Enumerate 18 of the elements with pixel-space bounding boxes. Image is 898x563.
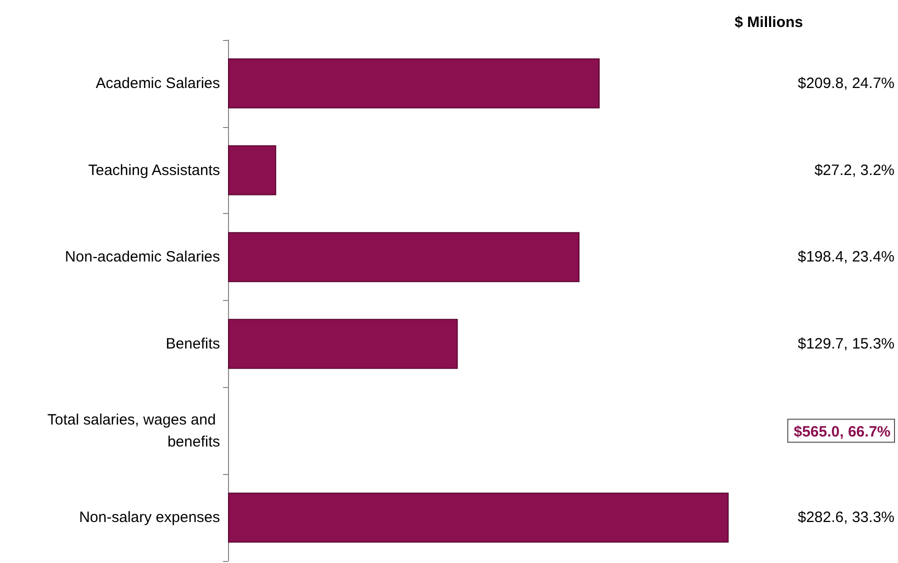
y-tick-label: Academic Salaries <box>96 74 220 92</box>
y-tick-label: Teaching Assistants <box>88 162 220 179</box>
bar <box>228 492 729 543</box>
y-tick-label: Non-salary expenses <box>79 509 220 526</box>
y-tick-label: Benefits <box>166 335 220 352</box>
data-label: $129.7, 15.3% <box>798 335 894 352</box>
data-label: $209.8, 24.7% <box>798 74 894 92</box>
data-label: $282.6, 33.3% <box>798 509 894 526</box>
bar <box>228 232 580 282</box>
y-tick-label: Total salaries, wages and benefits <box>47 411 220 450</box>
bar <box>228 318 458 369</box>
text: $ Millions <box>734 14 803 31</box>
bar <box>228 145 276 196</box>
bar <box>228 58 600 108</box>
text: $565.0, 66.7% <box>794 423 890 440</box>
y-tick-label: Non-academic Salaries <box>64 248 220 266</box>
data-label: $198.4, 23.4% <box>798 248 894 266</box>
data-label: $27.2, 3.2% <box>814 162 894 179</box>
